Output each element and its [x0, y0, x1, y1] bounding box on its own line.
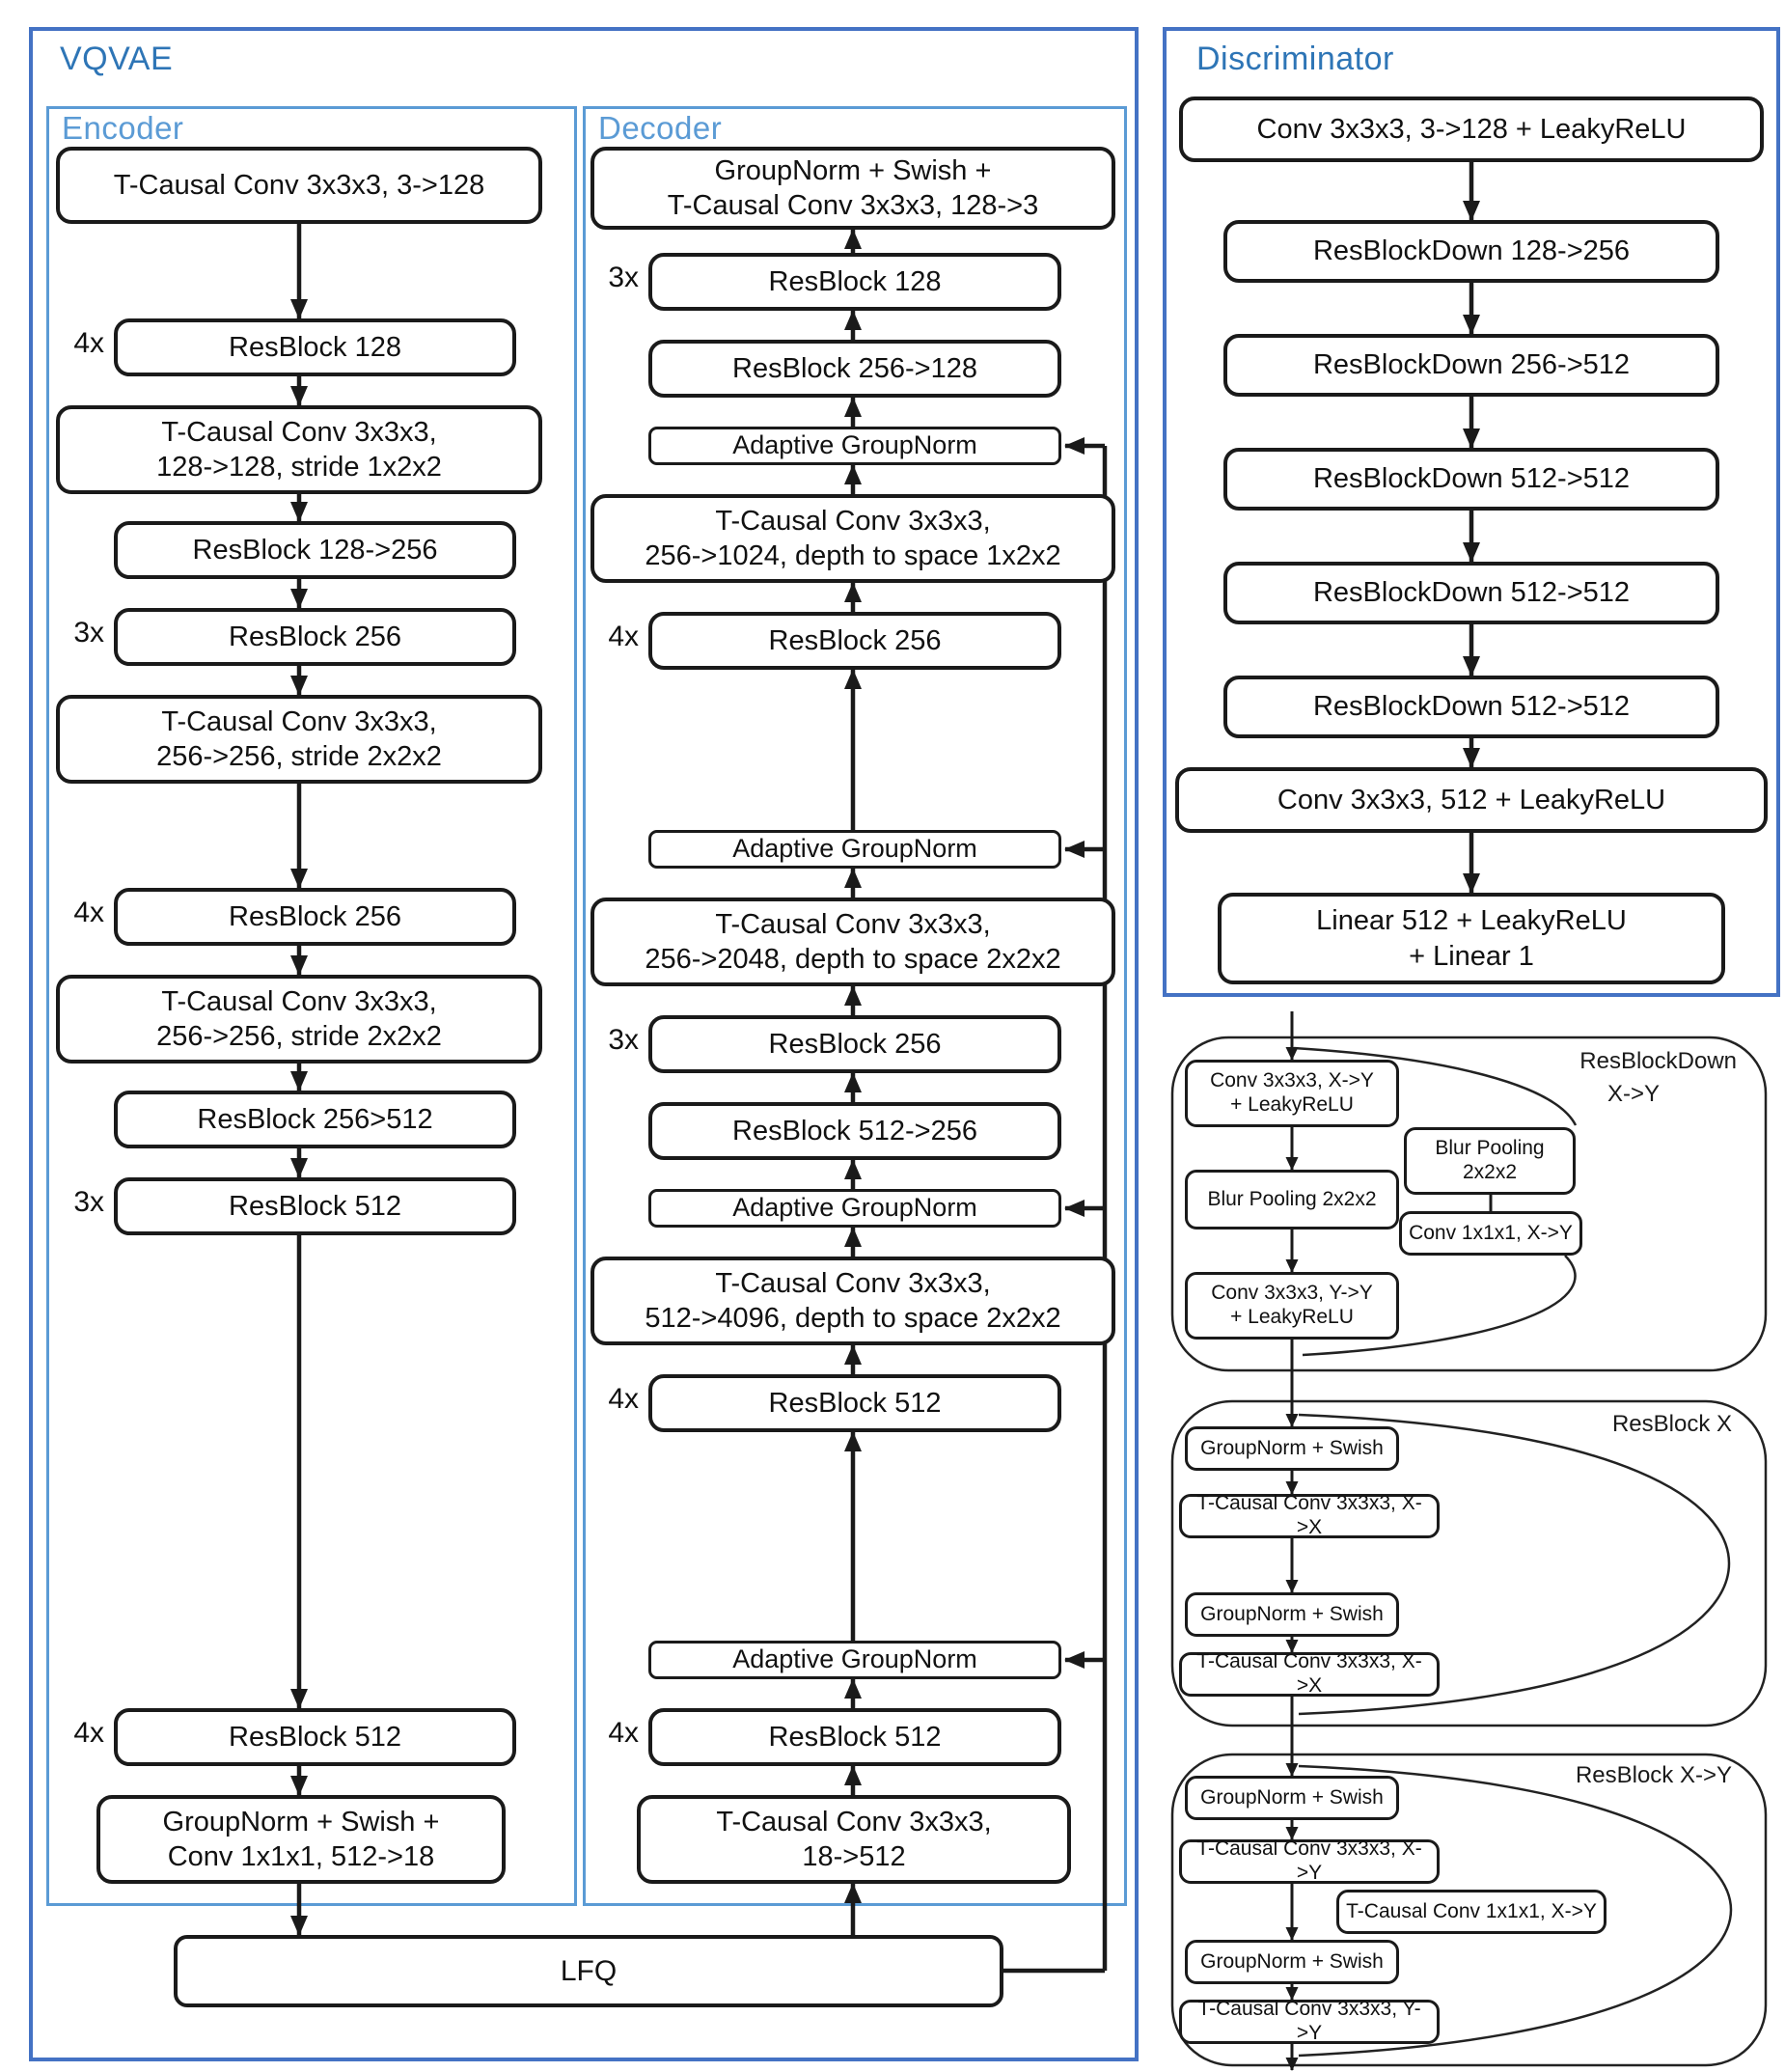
- repeat-count-label-enc-resblock-256b: 4x: [73, 897, 104, 928]
- repeat-count-label-enc-resblock-256a: 3x: [73, 617, 104, 649]
- flow-node-rbx-gn2: GroupNorm + Swish: [1185, 1592, 1399, 1637]
- flow-node-disc-rbd-1: ResBlockDown 128->256: [1223, 220, 1719, 283]
- flow-node-rbx-conv2: T-Causal Conv 3x3x3, X->X: [1179, 1650, 1440, 1697]
- flow-node-disc-conv-out: Conv 3x3x3, 512 + LeakyReLU: [1175, 767, 1768, 833]
- repeat-count-label-dec-resblock-256b: 3x: [608, 1024, 639, 1056]
- encoder-panel: [46, 106, 577, 1906]
- flow-node-rbd-blurpool-main: Blur Pooling 2x2x2: [1185, 1170, 1399, 1229]
- resblock-x-outline: [1170, 1399, 1768, 1727]
- flow-node-dec-adagn-2: Adaptive GroupNorm: [648, 830, 1061, 869]
- flow-node-enc-resblock-128: ResBlock 128: [114, 318, 516, 376]
- flow-node-dec-d2s-1: T-Causal Conv 3x3x3, 256->1024, depth to…: [590, 494, 1115, 583]
- flow-node-dec-resblock-512b: ResBlock 512: [648, 1708, 1061, 1766]
- flow-node-rbd-conv-skip: Conv 1x1x1, X->Y: [1399, 1211, 1582, 1256]
- flow-node-dec-resblock-256b: ResBlock 256: [648, 1015, 1061, 1073]
- flow-node-disc-rbd-5: ResBlockDown 512->512: [1223, 676, 1719, 738]
- flow-node-disc-rbd-2: ResBlockDown 256->512: [1223, 334, 1719, 397]
- vqvae-panel: [29, 27, 1139, 2061]
- flow-node-rby-conv2: T-Causal Conv 3x3x3, Y->Y: [1179, 1998, 1440, 2044]
- vqvae-title: VQVAE: [60, 41, 174, 77]
- flow-node-enc-conv-stride-1: T-Causal Conv 3x3x3, 128->128, stride 1x…: [56, 405, 542, 494]
- flow-node-dec-resblock-128: ResBlock 128: [648, 253, 1061, 311]
- repeat-count-label-dec-resblock-128: 3x: [608, 262, 639, 293]
- flow-node-rbd-conv2: Conv 3x3x3, Y->Y + LeakyReLU: [1185, 1272, 1399, 1340]
- flow-node-rbd-blurpool-skip: Blur Pooling 2x2x2: [1404, 1127, 1576, 1195]
- resblock-xy-outline: [1170, 1753, 1768, 2067]
- flow-node-rby-gn2: GroupNorm + Swish: [1185, 1940, 1399, 1984]
- flow-node-dec-adagn-1: Adaptive GroupNorm: [648, 427, 1061, 465]
- discriminator-title: Discriminator: [1196, 41, 1394, 77]
- flow-node-rbx-conv1: T-Causal Conv 3x3x3, X->X: [1179, 1492, 1440, 1538]
- skip-connection-curve-0: [1293, 1046, 1578, 1126]
- flow-node-enc-conv-stride-3: T-Causal Conv 3x3x3, 256->256, stride 2x…: [56, 975, 542, 1064]
- skip-connection-curve-3: [1298, 1764, 1733, 2058]
- repeat-count-label-dec-resblock-256a: 4x: [608, 621, 639, 652]
- resblock-xy-label: ResBlock X->Y: [1575, 1762, 1732, 1788]
- repeat-count-label-enc-resblock-512a: 3x: [73, 1186, 104, 1218]
- skip-connection-curve-2: [1298, 1413, 1731, 1716]
- flow-node-dec-out-conv: GroupNorm + Swish + T-Causal Conv 3x3x3,…: [590, 147, 1115, 230]
- flow-node-dec-resblock-256a: ResBlock 256: [648, 612, 1061, 670]
- flow-node-enc-resblock-256-512: ResBlock 256>512: [114, 1091, 516, 1148]
- resblock-x-label: ResBlock X: [1611, 1411, 1732, 1437]
- flow-node-dec-adagn-4: Adaptive GroupNorm: [648, 1641, 1061, 1679]
- flow-node-dec-resblock-512a: ResBlock 512: [648, 1374, 1061, 1432]
- repeat-count-label-enc-resblock-128: 4x: [73, 327, 104, 359]
- encoder-title: Encoder: [62, 110, 184, 146]
- skip-connection-curve-1: [1302, 1255, 1577, 1357]
- repeat-count-label-dec-resblock-512b: 4x: [608, 1717, 639, 1749]
- flow-node-dec-resblock-512-256: ResBlock 512->256: [648, 1102, 1061, 1160]
- resblockdown-io-label: X->Y: [1606, 1081, 1660, 1107]
- flow-node-disc-linear: Linear 512 + LeakyReLU + Linear 1: [1218, 893, 1725, 984]
- flow-node-enc-resblock-512a: ResBlock 512: [114, 1177, 516, 1235]
- flow-node-dec-adagn-3: Adaptive GroupNorm: [648, 1189, 1061, 1228]
- flow-node-enc-resblock-256b: ResBlock 256: [114, 888, 516, 946]
- flow-node-dec-d2s-3: T-Causal Conv 3x3x3, 512->4096, depth to…: [590, 1257, 1115, 1345]
- flow-node-disc-rbd-3: ResBlockDown 512->512: [1223, 448, 1719, 511]
- flow-node-dec-d2s-2: T-Causal Conv 3x3x3, 256->2048, depth to…: [590, 898, 1115, 986]
- flow-node-rbx-gn1: GroupNorm + Swish: [1185, 1426, 1399, 1471]
- flow-node-enc-out-proj: GroupNorm + Swish + Conv 1x1x1, 512->18: [96, 1795, 506, 1884]
- repeat-count-label-dec-resblock-512a: 4x: [608, 1383, 639, 1415]
- resblockdown-outline: [1170, 1036, 1768, 1372]
- resblockdown-label: ResBlockDown: [1579, 1048, 1737, 1074]
- flow-node-dec-conv-in: T-Causal Conv 3x3x3, 18->512: [637, 1795, 1071, 1884]
- flow-node-enc-conv-in: T-Causal Conv 3x3x3, 3->128: [56, 147, 542, 224]
- flow-node-lfq: LFQ: [174, 1935, 1003, 2007]
- flow-node-dec-resblock-256-128: ResBlock 256->128: [648, 340, 1061, 398]
- flow-node-enc-conv-stride-2: T-Causal Conv 3x3x3, 256->256, stride 2x…: [56, 695, 542, 784]
- flow-node-enc-resblock-128-256: ResBlock 128->256: [114, 521, 516, 579]
- flow-node-enc-resblock-256a: ResBlock 256: [114, 608, 516, 666]
- discriminator-panel: [1163, 27, 1780, 997]
- flow-node-disc-conv-in: Conv 3x3x3, 3->128 + LeakyReLU: [1179, 97, 1764, 162]
- flow-node-rby-conv1: T-Causal Conv 3x3x3, X->Y: [1179, 1837, 1440, 1884]
- repeat-count-label-enc-resblock-512b: 4x: [73, 1717, 104, 1749]
- flow-node-rbd-conv1: Conv 3x3x3, X->Y + LeakyReLU: [1185, 1060, 1399, 1127]
- flow-node-rby-gn1: GroupNorm + Swish: [1185, 1776, 1399, 1820]
- flow-node-enc-resblock-512b: ResBlock 512: [114, 1708, 516, 1766]
- flow-node-disc-rbd-4: ResBlockDown 512->512: [1223, 562, 1719, 624]
- decoder-title: Decoder: [598, 110, 723, 146]
- flow-node-rby-conv-skip: T-Causal Conv 1x1x1, X->Y: [1336, 1890, 1606, 1934]
